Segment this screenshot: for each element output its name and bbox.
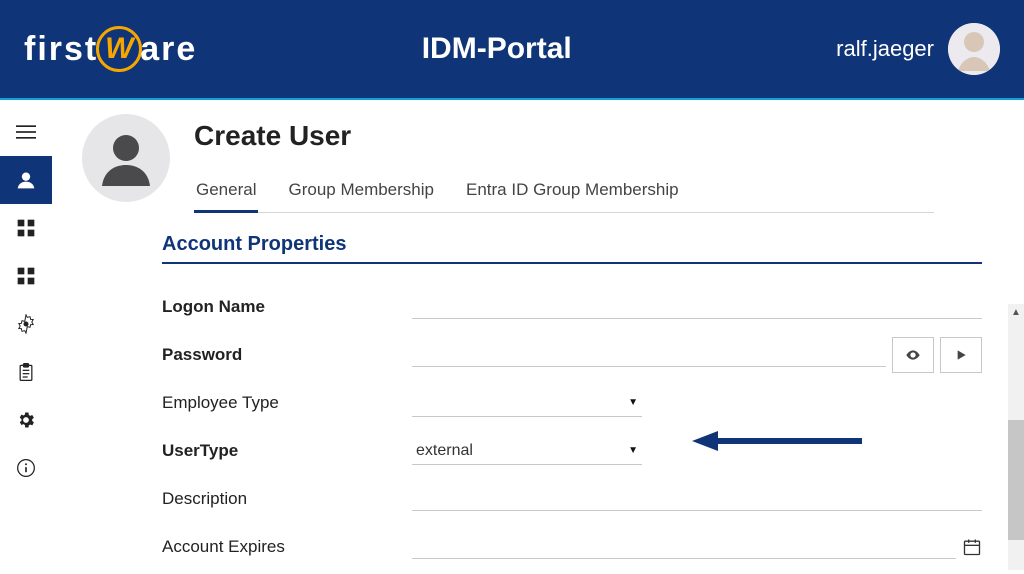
page-title: Create User xyxy=(194,120,994,152)
scrollbar[interactable]: ▲ xyxy=(1008,320,1024,570)
label-account-expires: Account Expires xyxy=(162,537,412,557)
sidebar-item-settings[interactable] xyxy=(0,396,52,444)
logo-w-icon: W xyxy=(96,26,142,72)
tab-group-membership[interactable]: Group Membership xyxy=(286,174,436,212)
chevron-down-icon: ▼ xyxy=(628,445,638,456)
chevron-down-icon: ▼ xyxy=(628,397,638,408)
sidebar-item-apps1[interactable] xyxy=(0,204,52,252)
scroll-up-icon[interactable]: ▲ xyxy=(1008,304,1024,320)
username-label: ralf.jaeger xyxy=(836,36,934,62)
sidebar-item-user[interactable] xyxy=(0,156,52,204)
sidebar-item-clipboard[interactable] xyxy=(0,348,52,396)
input-description[interactable] xyxy=(412,487,982,511)
generate-password-button[interactable] xyxy=(940,337,982,373)
user-avatar-icon[interactable] xyxy=(948,23,1000,75)
label-description: Description xyxy=(162,489,412,509)
sidebar-item-apps2[interactable] xyxy=(0,252,52,300)
input-logon-name[interactable] xyxy=(412,295,982,319)
row-logon-name: Logon Name xyxy=(162,286,982,328)
reveal-password-button[interactable] xyxy=(892,337,934,373)
select-user-type[interactable]: external ▼ xyxy=(412,437,642,465)
row-employee-type: Employee Type ▼ xyxy=(162,382,982,424)
row-account-expires: Account Expires xyxy=(162,526,982,568)
app-title: IDM-Portal xyxy=(157,32,836,66)
row-password: Password xyxy=(162,334,982,376)
row-description: Description xyxy=(162,478,982,520)
user-area[interactable]: ralf.jaeger xyxy=(836,23,1000,75)
user-placeholder-icon xyxy=(82,114,170,202)
sidebar-item-menu[interactable] xyxy=(0,108,52,156)
logo-text-pre: first xyxy=(24,30,98,69)
label-password: Password xyxy=(162,345,412,365)
tab-general[interactable]: General xyxy=(194,174,258,213)
select-employee-type[interactable]: ▼ xyxy=(412,389,642,417)
label-employee-type: Employee Type xyxy=(162,393,412,413)
label-logon-name: Logon Name xyxy=(162,297,412,317)
tab-entra-group-membership[interactable]: Entra ID Group Membership xyxy=(464,174,681,212)
sidebar-item-settings-small[interactable] xyxy=(0,300,52,348)
section-title: Account Properties xyxy=(162,233,982,264)
sidebar xyxy=(0,100,52,574)
input-password[interactable] xyxy=(412,343,886,367)
sidebar-item-info[interactable] xyxy=(0,444,52,492)
app-header: first W are IDM-Portal ralf.jaeger xyxy=(0,0,1024,100)
select-user-type-value: external xyxy=(416,442,473,460)
calendar-icon[interactable] xyxy=(962,537,982,557)
input-account-expires[interactable] xyxy=(412,535,956,559)
scroll-thumb[interactable] xyxy=(1008,420,1024,540)
label-user-type: UserType xyxy=(162,441,412,461)
annotation-arrow-icon xyxy=(692,429,862,453)
tabs: General Group Membership Entra ID Group … xyxy=(194,174,934,213)
main-content: Create User General Group Membership Ent… xyxy=(52,100,1024,574)
